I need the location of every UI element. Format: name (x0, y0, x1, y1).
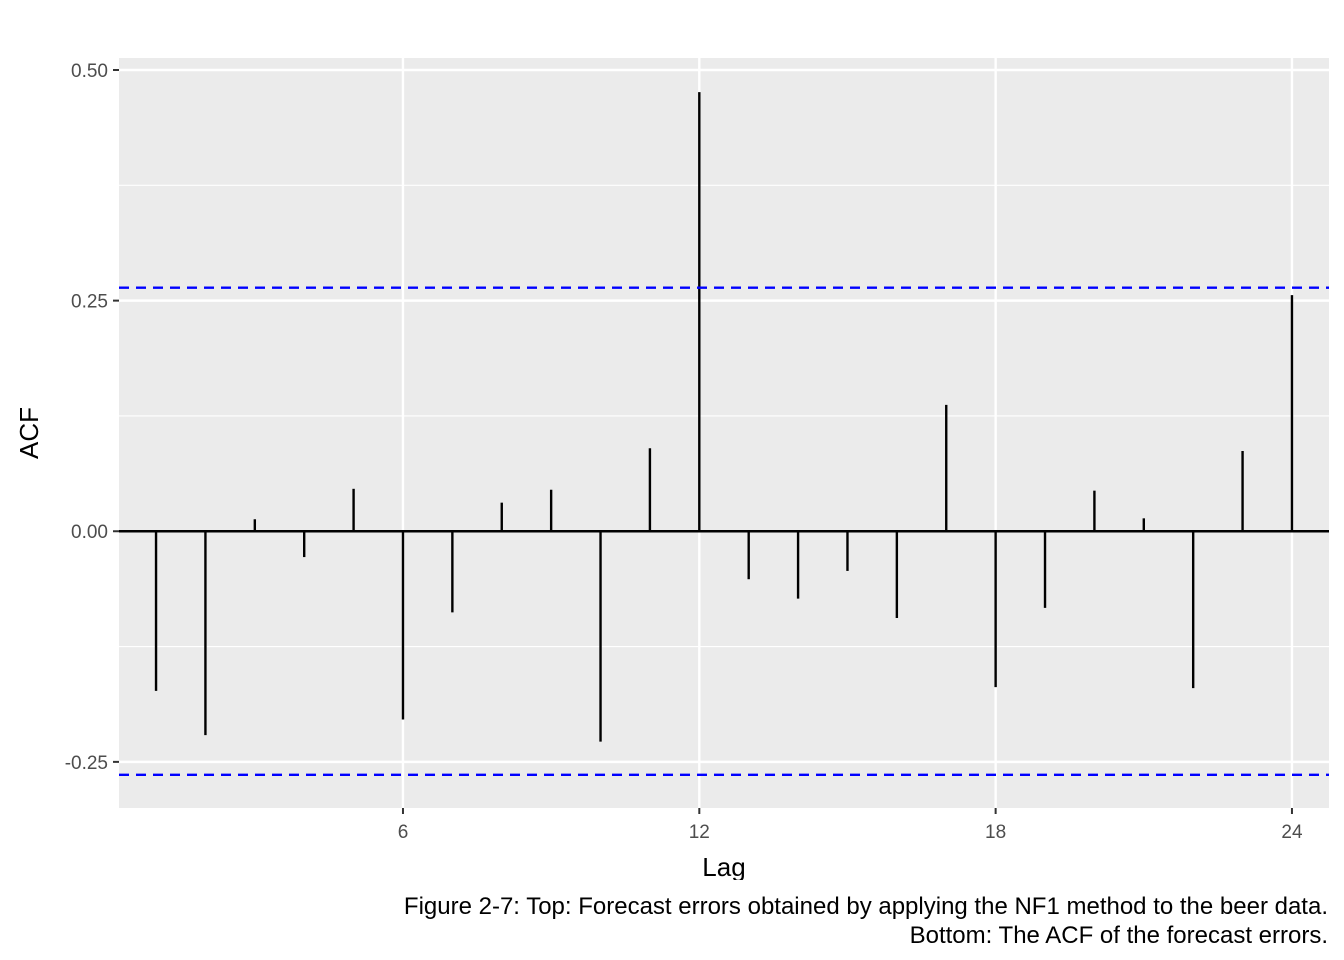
y-tick-label: -0.25 (65, 753, 108, 774)
y-tick-label: 0.25 (71, 292, 108, 313)
y-axis-title: ACF (14, 407, 44, 459)
caption-line-1: Figure 2-7: Top: Forecast errors obtaine… (403, 893, 1328, 920)
y-axis: 0.50 0.25 0.00 -0.25 (65, 61, 119, 774)
acf-chart: 0.50 0.25 0.00 -0.25 6 12 18 24 Lag ACF (14, 58, 1329, 880)
y-tick-label: 0.00 (71, 522, 108, 543)
acf-bars (154, 92, 1294, 742)
x-axis: 6 12 18 24 (398, 808, 1303, 843)
caption-line-2: Bottom: The ACF of the forecast errors. (909, 922, 1328, 949)
minor-gridlines (119, 184, 1329, 648)
figure-caption: Figure 2-7: Top: Forecast errors obtaine… (404, 892, 1328, 950)
x-tick-label: 18 (985, 822, 1006, 843)
plot-panel (119, 58, 1329, 808)
x-axis-title: Lag (702, 852, 745, 880)
confidence-bounds (119, 286, 1329, 776)
y-tick-label: 0.50 (71, 61, 108, 82)
x-tick-label: 24 (1281, 822, 1303, 843)
x-tick-label: 6 (398, 822, 409, 843)
x-tick-label: 12 (689, 822, 710, 843)
